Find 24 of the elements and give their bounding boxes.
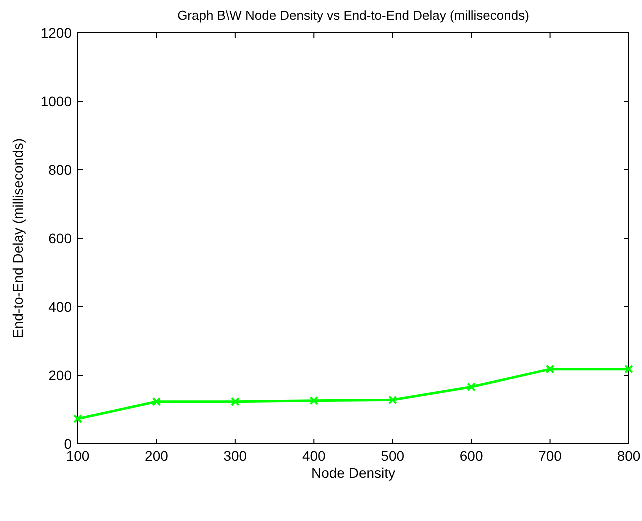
point: [230, 397, 240, 406]
chart-title: Graph B\W Node Density vs End-to-End Delay (milliseconds): [178, 8, 530, 23]
y-tick-label: 400: [48, 299, 72, 315]
point: [624, 364, 634, 374]
x-tick-label: 200: [145, 448, 169, 464]
point: [74, 414, 82, 424]
point: [467, 382, 476, 392]
x-tick-label: 500: [381, 448, 405, 464]
y-tick-label: 1000: [40, 94, 72, 110]
x-tick-label: 300: [224, 448, 248, 464]
x-tick-label: 700: [538, 448, 562, 464]
point: [388, 396, 398, 405]
point: [310, 396, 319, 406]
x-axis-title: Node Density: [311, 465, 396, 481]
y-tick-label: 200: [48, 368, 72, 384]
y-tick-label: 800: [48, 162, 72, 178]
y-tick-label: 1200: [40, 25, 72, 41]
y-tick-label: 600: [48, 230, 72, 246]
point: [546, 364, 555, 374]
x-tick-label: 600: [460, 448, 484, 464]
point: [152, 397, 162, 406]
x-tick-label: 800: [617, 448, 641, 464]
x-tick-label: 400: [302, 448, 326, 464]
y-axis-title: End-to-End Delay (milliseconds): [10, 138, 26, 338]
